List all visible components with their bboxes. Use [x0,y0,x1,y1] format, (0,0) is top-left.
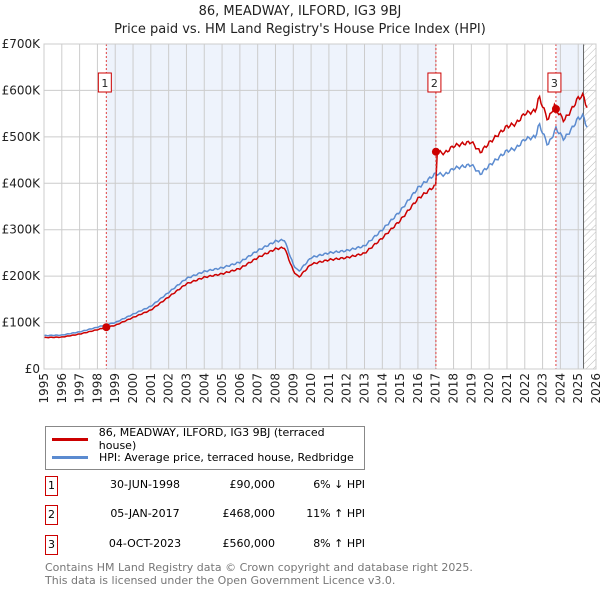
footer: Contains HM Land Registry data © Crown c… [45,561,473,587]
x-tick-label: 1996 [55,373,69,404]
hpi-line [43,112,588,337]
sale-row: 2 05-JAN-2017 £468,000 11% ↑ HPI [45,505,385,525]
x-tick-label: 2000 [126,373,140,404]
sale-label-box [97,72,112,93]
sale-hpi: 11% ↑ HPI [306,507,365,520]
y-tick-label: £600K [2,83,42,97]
sale-hpi: 6% ↓ HPI [313,478,365,491]
sale-label: 1 [101,77,108,90]
x-tick-label: 2014 [375,373,389,404]
sale-row: 1 30-JUN-1998 £90,000 6% ↓ HPI [45,476,385,496]
sale-label-box [547,72,562,93]
legend-swatch-red [52,437,88,441]
x-tick-label: 2026 [589,373,600,404]
x-tick-label: 2024 [553,373,567,404]
x-tick-label: 2002 [162,373,176,404]
legend: 86, MEADWAY, ILFORD, IG3 9BJ (terraced h… [45,426,365,470]
sale-marker-box: 2 [45,505,58,525]
x-tick-label: 1999 [108,373,122,404]
sale-point [551,105,560,113]
sale-label-box [427,72,442,93]
x-tick-label: 1998 [90,373,104,404]
x-tick-label: 1997 [73,373,87,404]
sale-row: 3 04-OCT-2023 £560,000 8% ↑ HPI [45,535,385,555]
y-tick-label: £500K [2,130,42,144]
sale-marker-box: 1 [45,476,58,496]
y-tick-label: £0 [25,362,40,376]
x-tick-label: 2003 [179,373,193,404]
plot-border [43,43,597,370]
x-tick-label: 2015 [393,373,407,404]
y-tick-label: £100K [2,316,42,330]
x-tick-label: 2008 [268,373,282,404]
legend-item-hpi: HPI: Average price, terraced house, Redb… [46,448,354,466]
x-tick-label: 2005 [215,373,229,404]
sale-date: 04-OCT-2023 [108,537,182,550]
footer-line: This data is licensed under the Open Gov… [45,574,396,587]
chart-subtitle: Price paid vs. HM Land Registry's House … [114,22,486,37]
x-tick-label: 2010 [304,373,318,404]
legend-label: HPI: Average price, terraced house, Redb… [99,450,354,464]
x-tick-label: 1995 [37,373,51,404]
x-tick-label: 2001 [144,373,158,404]
sale-price: £90,000 [229,478,276,491]
sale-price: £560,000 [222,537,276,550]
legend-label: 86, MEADWAY, ILFORD, IG3 9BJ (terraced h… [98,426,325,452]
x-tick-label: 2020 [482,373,496,404]
footer-line: Contains HM Land Registry data © Crown c… [45,561,473,574]
x-tick-label: 2012 [340,373,354,404]
legend-swatch-blue [52,455,88,459]
forecast-hatch [583,44,596,369]
x-tick-label: 2011 [322,373,336,404]
property-price-line [43,91,588,339]
x-tick-label: 2021 [500,373,514,404]
x-tick-label: 2023 [536,373,550,404]
x-tick-label: 2018 [447,373,461,404]
chart-title: 86, MEADWAY, ILFORD, IG3 9BJ [198,4,402,19]
y-tick-label: £200K [2,269,42,283]
y-tick-label: £300K [2,223,42,237]
x-tick-label: 2019 [464,373,478,404]
legend-item-property: 86, MEADWAY, ILFORD, IG3 9BJ (terraced h… [46,426,364,452]
plot-area: 1995 1996 1997 1998 1999 2000 2001 2002 2003 2004… [2,37,600,404]
x-tick-label: 2013 [358,373,372,404]
y-tick-label: £400K [2,176,42,190]
x-tick-label: 2017 [429,373,443,404]
x-tick-label: 2022 [518,373,532,404]
sale-date: 30-JUN-1998 [109,478,181,491]
x-tick-label: 2016 [411,373,425,404]
sale-point [431,147,440,156]
sale-label: 3 [551,77,558,90]
sale-hpi: 8% ↑ HPI [313,537,365,550]
sale-point [102,323,111,332]
x-tick-label: 2007 [251,373,265,404]
shaded-band [106,44,436,369]
x-tick-label: 2006 [233,373,247,404]
x-tick-label: 2009 [286,373,300,404]
sale-price: £468,000 [222,507,276,520]
sale-date: 05-JAN-2017 [110,507,180,520]
x-tick-label: 2025 [571,373,585,404]
x-tick-label: 2004 [197,373,211,404]
sale-marker-box: 3 [45,535,58,555]
y-tick-label: £700K [2,37,42,51]
sale-label: 2 [431,77,438,90]
